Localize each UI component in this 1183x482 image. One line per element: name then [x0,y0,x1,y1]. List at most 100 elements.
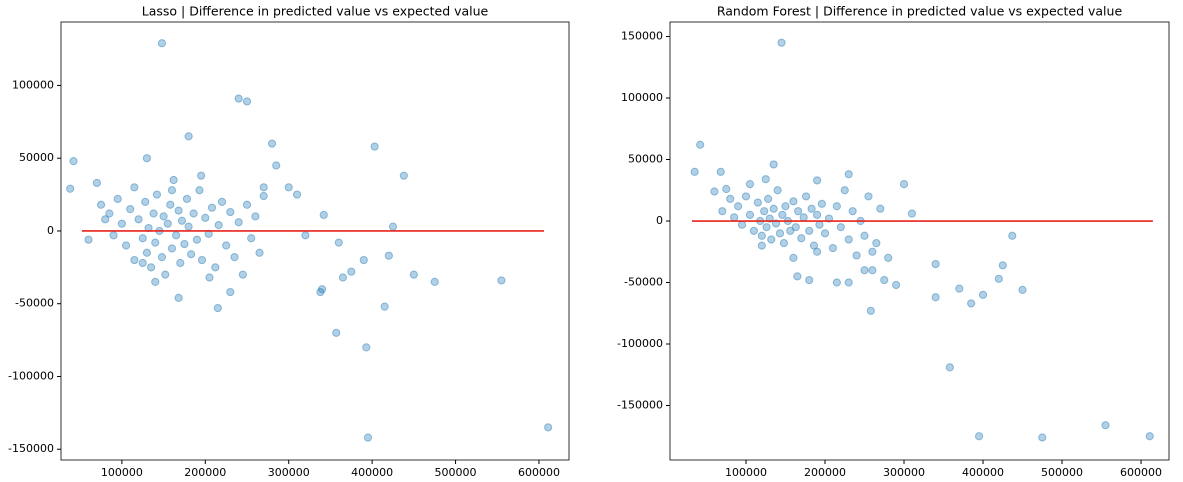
point [176,258,185,268]
y-tick-label: 0 [656,214,663,227]
point [1101,421,1110,430]
point [247,234,256,243]
point [152,190,162,199]
point [234,94,243,103]
y-tick-label: -100000 [8,369,54,382]
point [1145,432,1154,441]
point [184,222,193,231]
axes-frame [669,21,1170,461]
point [163,219,172,228]
x-tick-label: 300000 [268,466,310,479]
x-tick-label: 600000 [1120,466,1162,479]
point [745,180,755,189]
point [197,255,207,265]
point [161,270,170,279]
point [184,132,193,141]
point [773,186,782,195]
point [734,202,743,211]
point [172,231,181,240]
point [760,207,769,216]
point [718,207,727,216]
point [794,207,803,216]
point [399,171,408,180]
point [710,187,719,196]
y-tick-label: -150000 [8,442,54,455]
point [793,272,802,281]
point [767,235,776,244]
point [726,194,735,203]
point [801,192,811,201]
point [892,280,901,290]
point [994,274,1003,283]
point [769,204,778,213]
point [234,218,243,227]
point [737,220,747,229]
point [815,220,824,229]
point [749,226,759,235]
point [820,229,830,238]
x-tick-label: 400000 [962,466,1004,479]
point [301,231,310,240]
point [159,212,168,221]
point [109,231,118,240]
point [1018,285,1027,294]
point [151,277,160,286]
point [764,194,773,203]
point [117,219,126,228]
point [222,241,231,250]
point [121,241,131,250]
point [126,205,135,214]
point [338,273,348,282]
point [101,215,110,224]
point [142,154,152,163]
point [852,251,861,260]
y-tick-label: 100000 [12,78,54,91]
point [317,285,327,294]
point [138,234,147,243]
point [884,253,893,263]
point [860,231,869,240]
point [809,241,819,250]
point [722,184,731,194]
y-tick-label: 150000 [621,30,663,43]
point [813,210,822,219]
point [251,212,260,221]
point [384,251,393,260]
point [130,255,139,265]
point [741,192,751,201]
point [544,423,553,432]
point [201,213,210,222]
point [84,235,93,244]
point [799,213,808,222]
point [370,142,379,151]
point [730,213,739,222]
y-tick-label: 50000 [628,153,663,166]
point [777,38,786,47]
point [316,287,325,297]
point [880,275,889,285]
point [836,223,845,232]
point [786,226,795,235]
point [332,328,341,337]
point [363,433,373,442]
point [207,203,217,212]
point [141,197,150,206]
point [696,140,705,149]
point [142,248,152,257]
point [130,183,139,192]
point [868,247,877,256]
x-tick-label: 100000 [725,466,767,479]
point [832,278,841,287]
axes-frame [60,21,570,461]
point [931,259,940,269]
point [757,241,766,250]
point [955,284,964,293]
point [66,184,75,193]
y-tick-label: 100000 [621,91,663,104]
point [781,202,790,211]
point [226,287,235,297]
x-tick-label: 400000 [351,466,393,479]
point [197,171,206,180]
point [284,183,293,192]
